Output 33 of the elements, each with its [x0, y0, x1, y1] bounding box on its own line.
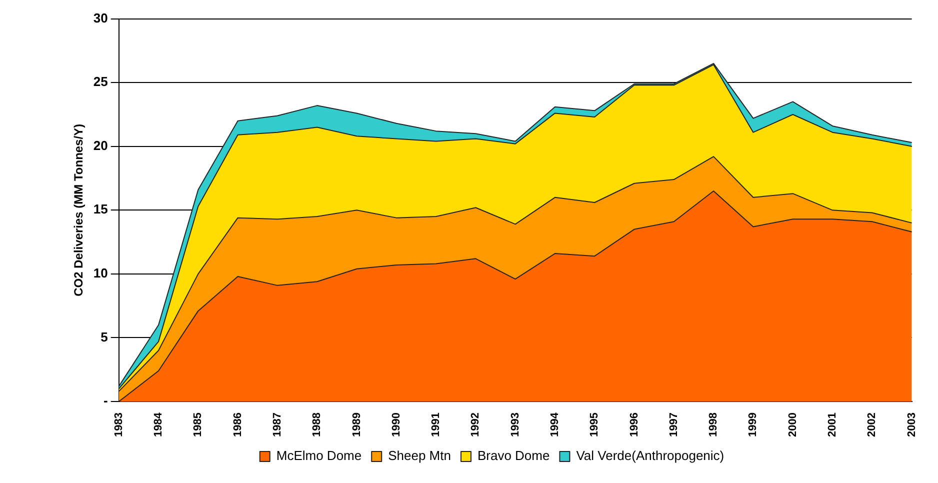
x-tick-label: 1995: [588, 412, 601, 438]
y-tick-label: 25: [93, 74, 108, 90]
x-tick-label: 1994: [549, 412, 562, 438]
x-tick-label: 2001: [826, 412, 839, 438]
x-tick-label: 1984: [152, 412, 165, 438]
x-tick-label: 1987: [271, 412, 284, 438]
x-tick-label: 1985: [192, 412, 204, 438]
y-tick-label: -: [104, 393, 108, 408]
x-tick-label: 1999: [747, 412, 760, 438]
legend-label: Sheep Mtn: [388, 448, 451, 464]
x-tick-label: 1992: [470, 412, 482, 438]
y-tick-label: 20: [93, 138, 108, 153]
legend-label: Val Verde(Anthropogenic): [576, 448, 724, 464]
x-tick-label: 1983: [112, 412, 125, 438]
x-tick-label: 2002: [866, 412, 878, 438]
x-tick-label: 2003: [906, 412, 918, 438]
x-tick-label: 1988: [311, 412, 324, 438]
y-axis-title: CO2 Deliveries (MM Tonnes/Y): [72, 124, 86, 296]
y-tick-label: 5: [100, 329, 108, 344]
x-tick-label: 1997: [668, 412, 680, 438]
x-tick-label: 1996: [628, 412, 640, 438]
x-tick-label: 1998: [708, 412, 720, 438]
x-tick-label: 1993: [509, 412, 522, 438]
x-tick-label: 1990: [390, 412, 402, 438]
x-tick-label: 1986: [232, 412, 244, 438]
y-tick-label: 15: [93, 202, 108, 217]
x-tick-label: 2000: [786, 412, 799, 438]
legend-label: Bravo Dome: [477, 448, 550, 464]
y-tick-label: 30: [93, 10, 108, 26]
x-tick-label: 1991: [430, 412, 442, 438]
x-tick-label: 1989: [350, 412, 363, 438]
y-tick-label: 10: [93, 266, 108, 281]
legend-label: McElmo Dome: [276, 448, 362, 464]
